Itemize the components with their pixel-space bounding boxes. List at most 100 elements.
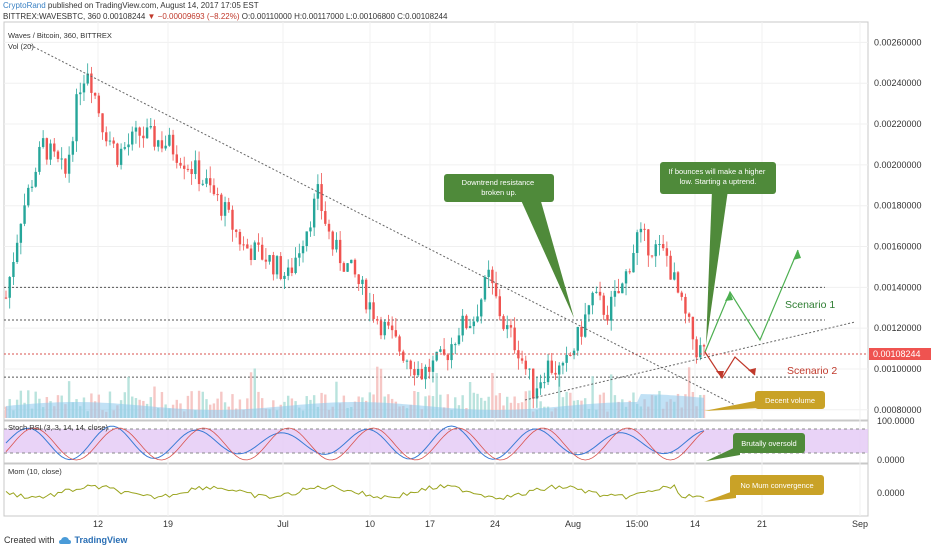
volume-callout[interactable]: Decent volume <box>704 391 825 411</box>
candle-body <box>435 351 438 361</box>
price-tick-label: 0.00140000 <box>874 282 922 292</box>
oversold-callout[interactable]: Brutally oversold <box>706 433 805 461</box>
mom-pane[interactable] <box>3 463 869 517</box>
scenario1-arrowhead <box>793 250 801 260</box>
scenario1-path[interactable] <box>704 249 799 353</box>
volume-bar <box>461 395 464 418</box>
candle-body <box>565 354 568 363</box>
candle-body <box>461 315 464 336</box>
candle-body <box>569 354 572 356</box>
candle-body <box>23 205 26 224</box>
last-price-label: 0.00108244 <box>873 349 921 359</box>
candle-body <box>454 344 457 346</box>
created-with-label: Created with <box>4 535 55 545</box>
stoch-band <box>4 429 868 453</box>
candle-body <box>38 146 41 172</box>
support-trend-line[interactable] <box>524 321 856 401</box>
candle-body <box>506 325 509 330</box>
price-tick-label: 0.00200000 <box>874 160 922 170</box>
candle-body <box>543 382 546 384</box>
candle-body <box>598 291 602 296</box>
volume-bar <box>558 376 561 418</box>
published-text: published on TradingView.com, August 14,… <box>47 1 259 10</box>
candle-body <box>398 336 401 352</box>
candlesticks <box>4 63 706 409</box>
volume-bar <box>446 394 450 418</box>
footer: Created with TradingView <box>4 535 127 545</box>
mum-callout[interactable]: No Mum convergence <box>704 475 824 502</box>
candle-body <box>171 134 175 155</box>
candle-body <box>101 113 104 133</box>
scenario1-label: Scenario 1 <box>785 299 835 311</box>
volume-bar <box>190 391 193 418</box>
candle-body <box>324 211 327 224</box>
candle-body <box>15 242 19 262</box>
ohlc-text: O:0.00110000 H:0.00117000 L:0.00106800 C… <box>241 12 448 21</box>
time-axis[interactable]: 12 19 Jul 10 17 24 Aug 15:00 14 21 Sep <box>93 519 868 529</box>
time-tick-label: 10 <box>365 519 375 529</box>
time-tick-label: 24 <box>490 519 500 529</box>
volume-bar <box>468 381 472 418</box>
candle-body <box>539 382 542 389</box>
candle-body <box>457 335 461 345</box>
candle-body <box>450 344 453 361</box>
candle-body <box>246 244 249 249</box>
candle-body <box>253 242 256 260</box>
candle-body <box>632 252 635 273</box>
candle-body <box>595 291 598 293</box>
stoch-tick-label: 0.0000 <box>877 455 905 465</box>
volume-bar <box>160 392 164 418</box>
mom-axis[interactable]: 0.0000 <box>877 488 905 498</box>
candle-body <box>424 366 427 380</box>
candle-body <box>468 326 472 329</box>
candle-body <box>647 229 650 256</box>
candle-body <box>86 73 89 84</box>
candle-body <box>487 269 490 278</box>
candle-body <box>661 244 665 249</box>
scenario2-arrowhead-2 <box>748 368 756 375</box>
candle-body <box>353 259 357 275</box>
price-tick-label: 0.00180000 <box>874 201 922 211</box>
candle-body <box>628 271 631 273</box>
candle-body <box>580 326 583 337</box>
volume-bar <box>487 396 490 418</box>
volume-label: Vol (20) <box>8 42 34 51</box>
volume-bar <box>335 381 338 418</box>
bounce-callout[interactable]: If bounces will make a higher low. Start… <box>660 162 776 345</box>
time-tick-label: 15:00 <box>626 519 649 529</box>
candle-body <box>149 126 152 128</box>
volume-bar <box>609 374 613 418</box>
stoch-k-line <box>5 425 705 461</box>
scenario2-path[interactable] <box>704 351 756 380</box>
candle-body <box>305 231 308 247</box>
candle-body <box>420 368 424 380</box>
downtrend-callout[interactable]: Downtrend resistance broken up. <box>444 174 574 318</box>
candle-body <box>179 162 182 166</box>
tradingview-logo[interactable]: TradingView <box>74 535 128 545</box>
candle-body <box>183 165 186 169</box>
candle-body <box>264 259 268 262</box>
candle-body <box>502 316 505 330</box>
price-axis[interactable]: 0.00260000 0.00240000 0.00220000 0.00200000… <box>874 37 922 414</box>
candle-body <box>41 138 45 147</box>
candle-body <box>669 255 672 280</box>
author-link[interactable]: CryptoRand <box>3 1 46 10</box>
candle-body <box>116 143 119 165</box>
volume-bar <box>19 390 23 418</box>
volume-bar <box>435 372 438 418</box>
candle-body <box>123 147 127 149</box>
last-price-marker <box>869 348 931 360</box>
volume-bar <box>205 399 208 418</box>
volume-bar <box>476 393 479 418</box>
candle-body <box>665 248 669 256</box>
price-tick-label: 0.00260000 <box>874 37 922 47</box>
candle-body <box>635 232 639 253</box>
candle-body <box>249 248 253 260</box>
candle-body <box>312 198 316 228</box>
stoch-axis[interactable]: 100.0000 0.0000 <box>877 416 915 465</box>
candle-body <box>223 202 227 216</box>
tradingview-cloud-icon <box>58 536 71 544</box>
candle-body <box>442 349 446 355</box>
change-text: ▼ −0.00009693 (−8.22%) <box>147 12 240 21</box>
